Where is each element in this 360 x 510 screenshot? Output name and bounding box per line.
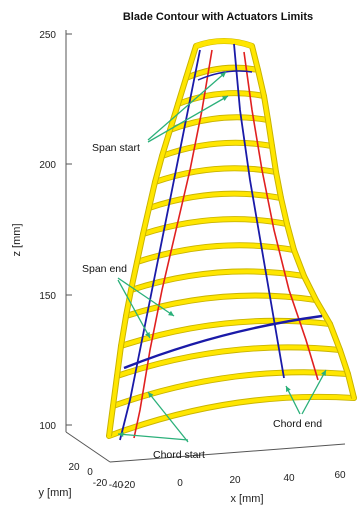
contour-section	[140, 217, 290, 237]
y-axis-line	[65, 431, 111, 463]
x-tick-label: -20	[121, 480, 136, 491]
annotation-span-start: Span start	[92, 142, 140, 154]
chord-end-arrow-2-shaft	[301, 369, 327, 415]
x-tick-label: 0	[177, 478, 183, 489]
span-start-arrow-1-head	[220, 72, 226, 78]
span-limit-line-right	[233, 43, 285, 379]
annotation-chord-end: Chord end	[273, 418, 322, 430]
y-tick-label: 0	[87, 467, 93, 478]
chord-start-arrow-1-head	[118, 431, 124, 438]
span-end-arrow-1-head	[168, 310, 174, 316]
y-tick-label: -40	[109, 480, 124, 491]
y-tick-label: 20	[68, 462, 80, 473]
span-end-arrow-1-shaft	[117, 277, 175, 317]
z-tick-label: 250	[39, 30, 56, 41]
contour-section	[167, 115, 271, 133]
contour-section	[128, 269, 307, 293]
chord-start-limit-line	[133, 49, 213, 439]
contour-section	[134, 243, 297, 265]
contour-section	[106, 394, 357, 439]
x-axis-line	[109, 443, 346, 463]
annotation-arrows	[117, 71, 327, 443]
chord-end-limit-line	[243, 51, 319, 381]
span-limit-line-left	[119, 49, 201, 441]
contour-section	[183, 65, 261, 81]
x-tick-label: 20	[229, 475, 241, 486]
chord-end-arrow-2-head	[321, 370, 326, 376]
contour-section	[175, 91, 267, 107]
blade-contour	[106, 38, 357, 441]
y-tick-label: -20	[93, 478, 108, 489]
span-end-arrow-2-head	[145, 332, 150, 338]
z-tick-label: 200	[39, 160, 56, 171]
span-start-arrow-1-shaft	[147, 71, 227, 141]
chord-end-arrow-1-head	[286, 386, 291, 392]
span-end-line	[123, 314, 323, 370]
z-tick-label: 150	[39, 291, 56, 302]
x-tick-label: 40	[283, 473, 295, 484]
chord-start-arrow-2-shaft	[147, 391, 189, 443]
contour-section	[159, 140, 275, 159]
span-end-arrow-2-shaft	[117, 279, 151, 339]
blade-tip	[195, 38, 253, 49]
x-tick-label: 60	[334, 470, 346, 481]
leading-edge	[107, 45, 198, 437]
y-axis-label: y [mm]	[39, 487, 72, 499]
annotation-chord-start: Chord start	[153, 449, 205, 461]
z-ticks	[66, 33, 72, 426]
annotation-span-end: Span end	[82, 263, 127, 275]
trailing-edge	[250, 45, 356, 399]
span-start-arrow-2-head	[222, 96, 228, 101]
z-axis-label: z [mm]	[11, 224, 23, 257]
z-tick-label: 100	[39, 421, 56, 432]
chord-start-arrow-1-shaft	[117, 433, 189, 441]
contour-section	[114, 345, 343, 379]
contour-section	[146, 191, 284, 211]
chord-start-arrow-2-head	[148, 392, 154, 398]
x-axis-label: x [mm]	[231, 493, 264, 505]
span-start-arrow-2-shaft	[147, 95, 229, 143]
axes-frame	[65, 30, 346, 463]
contour-section	[118, 318, 333, 349]
chart-title: Blade Contour with Actuators Limits	[123, 11, 313, 23]
